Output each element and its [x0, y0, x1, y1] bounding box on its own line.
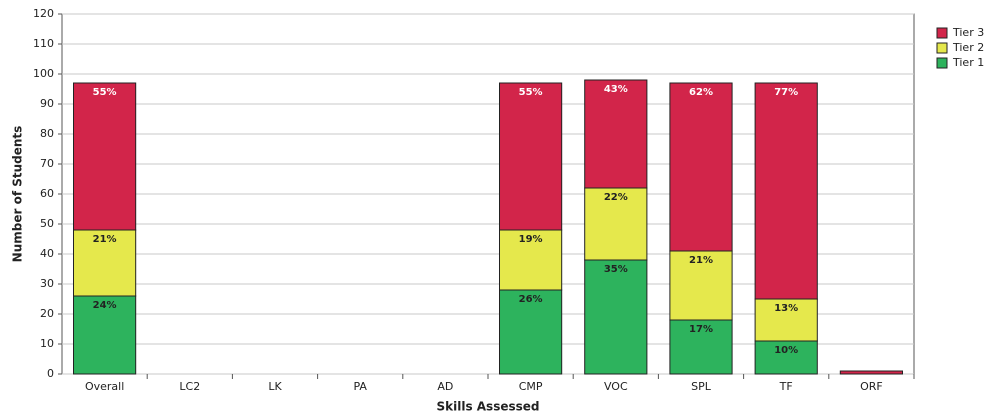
- x-tick-label: TF: [779, 380, 793, 393]
- y-tick-label: 10: [40, 337, 54, 350]
- value-label: 10%: [774, 345, 798, 356]
- y-tick-label: 100: [33, 67, 54, 80]
- y-tick-label: 50: [40, 217, 54, 230]
- bar-segment: [754, 298, 818, 342]
- bar-segment: [754, 340, 818, 375]
- x-tick-label: PA: [353, 380, 367, 393]
- y-tick-label: 60: [40, 187, 54, 200]
- x-tick-label: ORF: [860, 380, 883, 393]
- bar-segment: [499, 82, 563, 231]
- legend-swatch: [936, 57, 948, 69]
- y-tick-label: 0: [47, 367, 54, 380]
- x-axis-title: Skills Assessed: [436, 400, 539, 414]
- value-label: 43%: [604, 84, 628, 95]
- bar-segment: [73, 295, 137, 375]
- bar-segment: [499, 229, 563, 291]
- bar-segment: [499, 289, 563, 375]
- x-tick-label: AD: [437, 380, 453, 393]
- value-label: 19%: [519, 234, 543, 245]
- bar-segment: [669, 319, 733, 375]
- y-tick-label: 120: [33, 7, 54, 20]
- bar-segment: [839, 370, 903, 375]
- bar-segment: [73, 229, 137, 297]
- y-tick-label: 20: [40, 307, 54, 320]
- bar-segment: [584, 187, 648, 261]
- x-tick-label: LK: [268, 380, 282, 393]
- y-tick-label: 40: [40, 247, 54, 260]
- y-tick-label: 110: [33, 37, 54, 50]
- legend-swatch: [936, 42, 948, 54]
- y-tick-label: 80: [40, 127, 54, 140]
- x-tick-label: LC2: [179, 380, 200, 393]
- y-tick-label: 90: [40, 97, 54, 110]
- bar-segment: [73, 82, 137, 231]
- bar-segment: [584, 79, 648, 189]
- legend-label: Tier 3: [952, 26, 984, 39]
- value-label: 24%: [93, 300, 117, 311]
- y-tick-label: 30: [40, 277, 54, 290]
- value-label: 17%: [689, 324, 713, 335]
- x-tick-label: CMP: [519, 380, 543, 393]
- value-label: 26%: [519, 294, 543, 305]
- legend-label: Tier 1: [952, 56, 984, 69]
- value-label: 21%: [93, 234, 117, 245]
- value-label: 55%: [93, 87, 117, 98]
- value-label: 55%: [519, 87, 543, 98]
- bar-segment: [754, 82, 818, 300]
- legend-swatch: [936, 27, 948, 39]
- x-tick-label: Overall: [85, 380, 124, 393]
- value-label: 13%: [774, 303, 798, 314]
- value-label: 35%: [604, 264, 628, 275]
- value-label: 77%: [774, 87, 798, 98]
- x-tick-label: VOC: [604, 380, 628, 393]
- value-label: 62%: [689, 87, 713, 98]
- y-axis-title: Number of Students: [11, 126, 25, 263]
- legend-label: Tier 2: [952, 41, 984, 54]
- bar-segment: [584, 259, 648, 375]
- value-label: 22%: [604, 192, 628, 203]
- value-label: 21%: [689, 255, 713, 266]
- x-tick-label: SPL: [691, 380, 712, 393]
- y-tick-label: 70: [40, 157, 54, 170]
- bar-segment: [669, 82, 733, 252]
